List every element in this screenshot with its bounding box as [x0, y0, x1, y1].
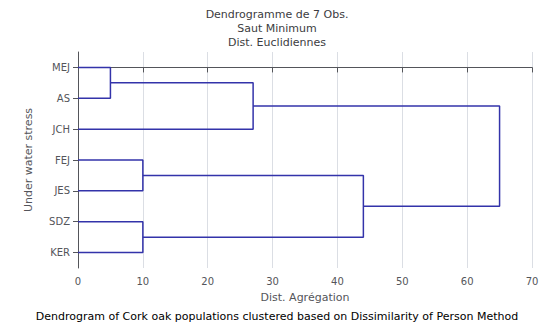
- svg-text:Dendrogramme de 7 Obs.: Dendrogramme de 7 Obs.: [206, 8, 349, 21]
- svg-text:10: 10: [136, 276, 149, 287]
- svg-text:FEJ: FEJ: [55, 155, 70, 166]
- svg-text:AS: AS: [57, 93, 70, 104]
- svg-text:Saut Minimum: Saut Minimum: [237, 22, 316, 35]
- svg-text:70: 70: [526, 276, 539, 287]
- svg-text:JCH: JCH: [52, 124, 70, 135]
- svg-text:MEJ: MEJ: [52, 62, 70, 73]
- svg-text:Dist. Euclidiennes: Dist. Euclidiennes: [228, 36, 326, 49]
- svg-text:Dendrogram of Cork oak populat: Dendrogram of Cork oak populations clust…: [36, 310, 518, 323]
- svg-text:60: 60: [461, 276, 474, 287]
- svg-text:SDZ: SDZ: [49, 216, 70, 227]
- svg-text:Under water stress: Under water stress: [22, 108, 35, 212]
- svg-text:50: 50: [396, 276, 409, 287]
- svg-text:20: 20: [201, 276, 214, 287]
- svg-text:KER: KER: [50, 247, 70, 258]
- svg-text:30: 30: [266, 276, 279, 287]
- svg-text:Dist. Agrégation: Dist. Agrégation: [261, 291, 350, 304]
- svg-text:40: 40: [331, 276, 344, 287]
- svg-text:0: 0: [75, 276, 81, 287]
- svg-text:JES: JES: [53, 185, 70, 196]
